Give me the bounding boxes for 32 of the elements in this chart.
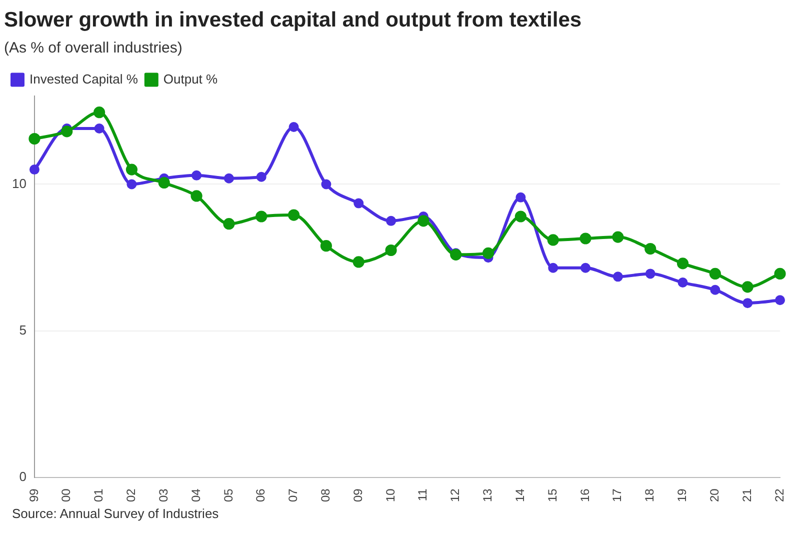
x-tick-label: 01: [92, 488, 106, 502]
x-tick-label: 22: [772, 488, 786, 502]
x-tick-label: 13: [480, 488, 495, 502]
x-tick-label: 06: [254, 488, 268, 502]
y-tick-label: 10: [12, 176, 26, 191]
x-tick-label: 16: [578, 488, 592, 502]
x-tick-label: 19: [675, 488, 690, 502]
x-tick-label: 11: [416, 488, 430, 502]
x-tick-label: 00: [59, 488, 74, 502]
x-tick-label: 21: [740, 488, 754, 502]
x-tick-label: 08: [318, 488, 333, 502]
x-tick-label: 17: [610, 488, 624, 502]
x-tick-label: 05: [221, 488, 236, 502]
legend-label: Output %: [163, 71, 218, 86]
chart-title: Slower growth in invested capital and output from textiles: [4, 8, 582, 32]
x-tick-label: 03: [156, 488, 170, 502]
x-tick-label: 09: [350, 488, 365, 502]
x-tick-label: 04: [188, 488, 203, 502]
y-tick-label: 0: [19, 469, 26, 484]
x-tick-label: 07: [286, 488, 300, 502]
legend-label: Invested Capital %: [30, 71, 138, 86]
x-tick-label: 20: [707, 488, 722, 502]
x-tick-label: 12: [448, 488, 462, 502]
x-tick-label: 14: [512, 488, 527, 502]
y-tick-label: 5: [19, 322, 26, 338]
x-tick-label: 99: [26, 488, 41, 502]
source-note: Source: Annual Survey of Industries: [12, 506, 219, 521]
x-tick-label: 02: [124, 488, 138, 502]
x-tick-label: 15: [545, 488, 560, 502]
chart-subtitle: (As % of overall industries): [4, 39, 182, 56]
x-tick-label: 18: [642, 488, 657, 502]
x-tick-label: 10: [383, 488, 398, 502]
